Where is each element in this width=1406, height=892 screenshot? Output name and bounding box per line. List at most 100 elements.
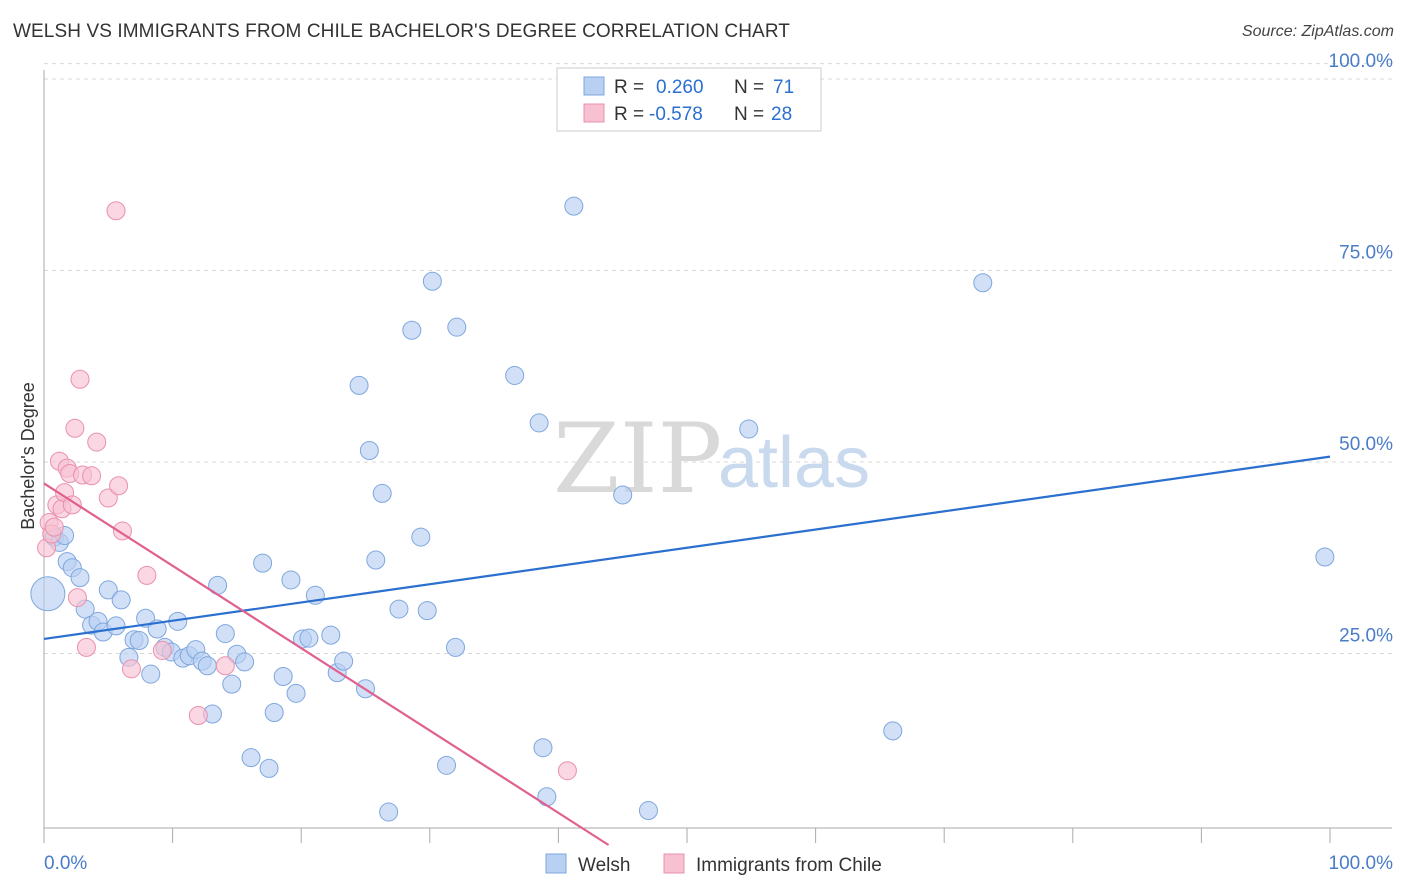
welsh-point-68 <box>739 419 759 439</box>
welsh-point-36 <box>259 758 279 778</box>
welsh-point-18 <box>141 664 161 684</box>
chile-r-label: R = <box>614 104 644 125</box>
welsh-point-34 <box>241 748 261 768</box>
welsh-r-value: 0.260 <box>656 77 704 98</box>
x-axis-tick-labels: 0.0% 100.0% <box>44 853 1393 874</box>
legend-chile-swatch <box>663 853 685 874</box>
welsh-point-55 <box>411 527 431 547</box>
chile-point-24 <box>152 640 172 660</box>
welsh-point-13 <box>111 590 131 610</box>
legend-welsh-swatch <box>545 853 567 874</box>
welsh-point-31 <box>222 674 242 694</box>
legend-chile-label: Immigrants from Chile <box>696 855 882 876</box>
chile-point-12 <box>67 588 87 608</box>
chile-point-25 <box>188 706 208 726</box>
chile-point-19 <box>106 201 126 221</box>
welsh-point-69 <box>883 721 903 741</box>
welsh-point-0 <box>30 576 66 612</box>
chile-r-value: -0.578 <box>649 104 703 125</box>
chile-point-13 <box>70 369 90 389</box>
series-legend: Welsh Immigrants from Chile <box>545 853 882 876</box>
x-tick-label-min: 0.0% <box>44 853 87 874</box>
welsh-r-label: R = <box>614 77 644 98</box>
welsh-point-54 <box>402 320 422 340</box>
welsh-point-30 <box>215 624 235 644</box>
welsh-point-44 <box>321 625 341 645</box>
welsh-swatch <box>583 76 605 96</box>
welsh-point-71 <box>1315 547 1335 567</box>
welsh-point-12 <box>106 616 126 636</box>
welsh-n-label: N = <box>734 77 764 98</box>
welsh-point-52 <box>379 802 399 822</box>
chile-point-22 <box>121 659 141 679</box>
chile-point-27 <box>557 761 577 781</box>
welsh-point-58 <box>437 755 457 775</box>
chile-point-20 <box>109 476 129 496</box>
chile-point-23 <box>137 565 157 585</box>
chile-point-16 <box>82 466 102 486</box>
watermark: ZIP atlas <box>553 403 870 515</box>
welsh-point-53 <box>389 599 409 619</box>
welsh-point-40 <box>286 683 306 703</box>
welsh-point-11 <box>98 580 118 600</box>
welsh-point-33 <box>235 652 255 672</box>
legend-welsh-label: Welsh <box>578 855 630 876</box>
watermark-atlas: atlas <box>718 423 870 503</box>
welsh-point-67 <box>638 801 658 821</box>
welsh-point-56 <box>417 601 437 621</box>
welsh-point-6 <box>70 568 90 588</box>
welsh-point-47 <box>349 375 369 395</box>
y-tick-label-3: 100.0% <box>1329 51 1394 72</box>
chile-point-18 <box>98 488 118 508</box>
welsh-point-62 <box>529 413 549 433</box>
y-tick-label-0: 25.0% <box>1339 626 1393 647</box>
welsh-point-57 <box>422 271 442 291</box>
welsh-point-70 <box>973 273 993 293</box>
stats-legend: R = 0.260 N = 71 R = -0.578 N = 28 <box>556 67 822 132</box>
chile-points <box>37 201 577 781</box>
x-tick-label-max: 100.0% <box>1329 853 1394 874</box>
welsh-point-65 <box>564 196 584 216</box>
x-axis-ticks <box>43 828 1331 843</box>
chile-point-11 <box>65 418 85 438</box>
welsh-point-51 <box>372 483 392 503</box>
chile-point-26 <box>215 656 235 676</box>
chile-point-17 <box>87 432 107 452</box>
y-axis-label: Bachelor's Degree <box>18 382 38 530</box>
welsh-point-39 <box>281 570 301 590</box>
welsh-point-66 <box>613 485 633 505</box>
welsh-point-46 <box>334 651 354 671</box>
source-credit: Source: ZipAtlas.com <box>1241 23 1394 40</box>
welsh-point-63 <box>533 738 553 758</box>
welsh-point-35 <box>253 553 273 573</box>
welsh-n-value: 71 <box>773 77 794 98</box>
chile-point-15 <box>76 637 96 657</box>
chile-point-10 <box>62 495 82 515</box>
welsh-point-60 <box>446 637 466 657</box>
gridlines <box>44 63 1392 654</box>
chile-point-3 <box>44 517 64 537</box>
welsh-point-37 <box>264 702 284 722</box>
welsh-trendline <box>43 455 1331 641</box>
welsh-point-61 <box>505 365 525 385</box>
chart-title: WELSH VS IMMIGRANTS FROM CHILE BACHELOR'… <box>13 21 791 42</box>
welsh-point-49 <box>359 441 379 461</box>
chile-swatch <box>583 103 605 123</box>
welsh-point-50 <box>366 550 386 570</box>
chile-trendline <box>43 482 610 846</box>
welsh-point-27 <box>197 656 217 676</box>
watermark-zip: ZIP <box>553 403 722 515</box>
welsh-points <box>30 196 1335 822</box>
chile-n-value: 28 <box>771 104 792 125</box>
y-tick-label-1: 50.0% <box>1339 434 1393 455</box>
trendlines <box>43 455 1331 846</box>
welsh-point-59 <box>447 317 467 337</box>
welsh-point-16 <box>129 630 149 650</box>
axes <box>43 70 1392 829</box>
y-axis-tick-labels: 25.0% 50.0% 75.0% 100.0% <box>1329 51 1394 647</box>
y-tick-label-2: 75.0% <box>1339 243 1393 264</box>
welsh-point-38 <box>273 666 293 686</box>
welsh-point-64 <box>537 787 557 807</box>
welsh-point-42 <box>299 628 319 648</box>
